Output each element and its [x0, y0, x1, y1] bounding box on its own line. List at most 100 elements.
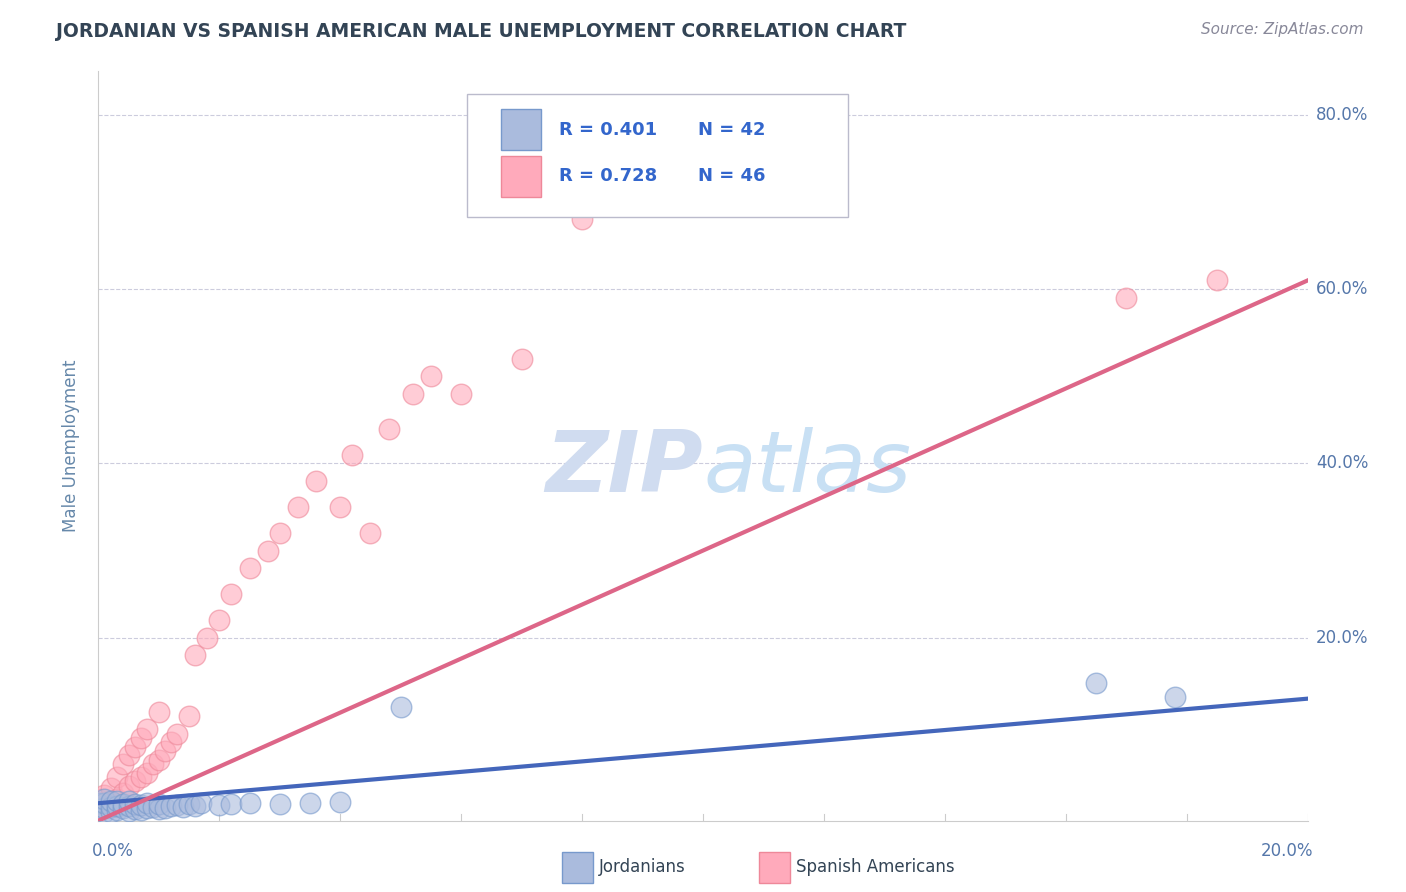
Text: ZIP: ZIP [546, 427, 703, 510]
Point [135, 722, 157, 736]
Point [100, 796, 122, 810]
Point [166, 797, 188, 812]
Point [450, 386, 472, 401]
FancyBboxPatch shape [467, 94, 848, 218]
Text: Spanish Americans: Spanish Americans [796, 858, 955, 876]
Point [510, 351, 533, 366]
Point [239, 561, 262, 575]
Text: N = 42: N = 42 [699, 120, 766, 139]
Point [100, 805, 122, 819]
Point [129, 803, 152, 817]
Point [160, 798, 183, 813]
Point [148, 797, 170, 811]
Point [142, 757, 165, 772]
Point [129, 797, 152, 812]
Point [111, 786, 134, 800]
Point [1115, 291, 1137, 305]
Point [124, 739, 146, 754]
Point [179, 797, 201, 811]
Point [124, 797, 146, 811]
Text: JORDANIAN VS SPANISH AMERICAN MALE UNEMPLOYMENT CORRELATION CHART: JORDANIAN VS SPANISH AMERICAN MALE UNEMP… [56, 22, 907, 41]
Text: R = 0.728: R = 0.728 [560, 168, 658, 186]
Point [142, 799, 165, 814]
Text: 40.0%: 40.0% [1316, 454, 1368, 473]
Point [1163, 690, 1185, 704]
Point [148, 802, 170, 816]
Point [111, 797, 134, 811]
Point [269, 797, 291, 811]
Point [105, 798, 128, 813]
Point [329, 500, 352, 514]
Point [190, 796, 212, 810]
Point [118, 798, 141, 813]
Point [166, 726, 188, 740]
Point [93, 805, 115, 819]
Point [1206, 273, 1229, 287]
Point [179, 709, 201, 723]
Point [153, 800, 176, 814]
Point [195, 631, 218, 645]
Point [93, 796, 115, 810]
Text: 80.0%: 80.0% [1316, 106, 1368, 124]
Point [105, 770, 128, 784]
Point [148, 705, 170, 719]
Point [389, 700, 412, 714]
Text: Jordanians: Jordanians [599, 858, 686, 876]
Text: 20.0%: 20.0% [1261, 842, 1313, 861]
Point [402, 386, 425, 401]
Point [118, 804, 141, 818]
Point [93, 800, 115, 814]
Point [172, 799, 194, 814]
Point [124, 802, 146, 816]
Point [221, 587, 243, 601]
Point [105, 794, 128, 808]
Point [571, 212, 593, 227]
Point [377, 421, 399, 435]
Text: 60.0%: 60.0% [1316, 280, 1368, 298]
Point [93, 788, 115, 802]
Point [208, 613, 231, 627]
Point [118, 794, 141, 808]
Point [124, 774, 146, 789]
Point [208, 797, 231, 812]
Text: 0.0%: 0.0% [93, 842, 134, 861]
Point [184, 798, 207, 813]
Point [184, 648, 207, 662]
Text: R = 0.401: R = 0.401 [560, 120, 657, 139]
Point [100, 799, 122, 814]
Point [420, 369, 443, 384]
Point [100, 795, 122, 809]
Point [129, 770, 152, 784]
Point [135, 765, 157, 780]
Text: N = 46: N = 46 [699, 168, 766, 186]
Point [111, 757, 134, 772]
Point [93, 792, 115, 806]
Point [129, 731, 152, 745]
Point [148, 753, 170, 767]
Point [118, 779, 141, 793]
Point [153, 744, 176, 758]
Point [239, 796, 262, 810]
Bar [501, 109, 541, 151]
Point [1085, 676, 1108, 690]
Text: Source: ZipAtlas.com: Source: ZipAtlas.com [1201, 22, 1364, 37]
Point [329, 795, 352, 809]
Point [100, 780, 122, 795]
Point [360, 526, 382, 541]
Point [87, 803, 110, 817]
Point [160, 735, 183, 749]
Point [87, 796, 110, 810]
Point [135, 796, 157, 810]
Point [269, 526, 291, 541]
Point [87, 802, 110, 816]
Point [111, 801, 134, 815]
Text: atlas: atlas [703, 427, 911, 510]
Point [305, 474, 328, 488]
Point [221, 797, 243, 811]
Point [118, 748, 141, 763]
Bar [501, 155, 541, 197]
Point [256, 543, 278, 558]
Point [287, 500, 309, 514]
Point [105, 803, 128, 817]
Point [540, 178, 562, 192]
